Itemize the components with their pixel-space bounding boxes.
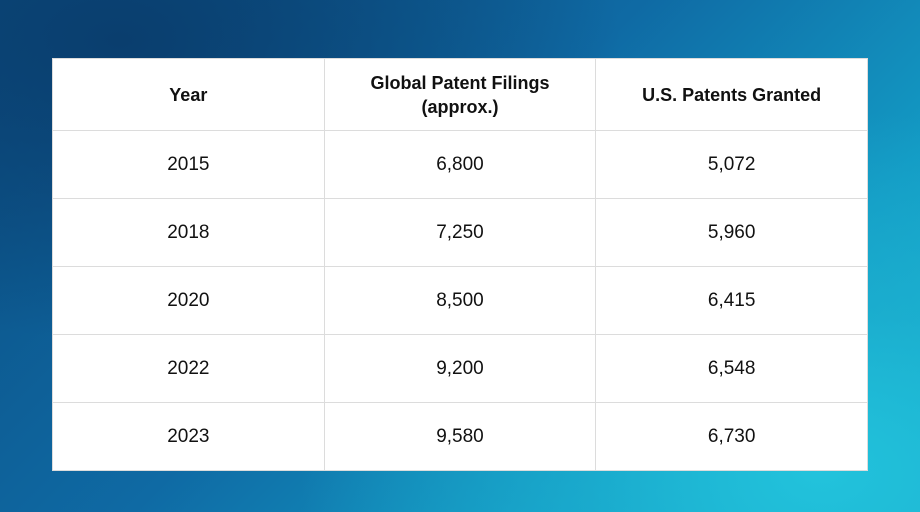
table-cell: 9,200	[323, 334, 597, 403]
table-cell: 5,960	[595, 198, 868, 267]
table-cell: 6,548	[595, 334, 868, 403]
table-cell: 6,800	[323, 130, 597, 199]
column-header: U.S. Patents Granted	[595, 58, 868, 131]
patent-table: Year Global Patent Filings (approx.) U.S. …	[52, 58, 868, 471]
table-cell: 5,072	[595, 130, 868, 199]
table-cell: 8,500	[323, 266, 597, 335]
table-cell: 2022	[52, 334, 325, 403]
table-cell: 2023	[52, 402, 325, 471]
table-cell: 2018	[52, 198, 325, 267]
table-cell: 6,415	[595, 266, 868, 335]
table-row: 2023 9,580 6,730	[52, 402, 868, 471]
table-cell: 7,250	[323, 198, 597, 267]
table-row: 2015 6,800 5,072	[52, 130, 868, 199]
table-row: 2018 7,250 5,960	[52, 198, 868, 267]
table-row: 2020 8,500 6,415	[52, 266, 868, 335]
table-cell: 2020	[52, 266, 325, 335]
table-cell: 6,730	[595, 402, 868, 471]
table-cell: 2015	[52, 130, 325, 199]
table-row: 2022 9,200 6,548	[52, 334, 868, 403]
header-row: Year Global Patent Filings (approx.) U.S. …	[52, 58, 868, 131]
table-cell: 9,580	[323, 402, 597, 471]
column-header: Year	[52, 58, 325, 131]
column-header: Global Patent Filings (approx.)	[323, 58, 597, 131]
